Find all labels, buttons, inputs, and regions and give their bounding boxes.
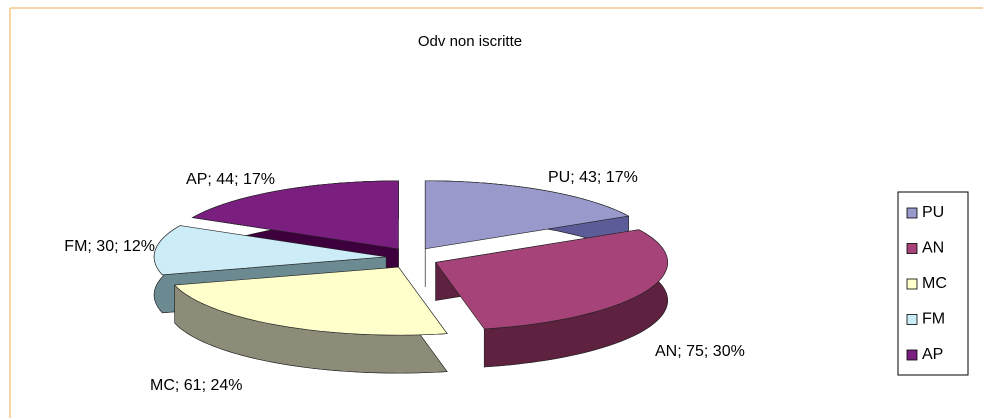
legend-label: MC <box>922 275 947 292</box>
data-label: FM; 30; 12% <box>64 238 155 255</box>
slice <box>174 266 448 336</box>
data-label: MC; 61; 24% <box>150 377 242 394</box>
legend-swatch <box>906 349 918 361</box>
legend-swatch <box>906 243 918 254</box>
legend-label: PU <box>922 204 944 221</box>
chart-title: Odv non iscritte <box>418 33 522 50</box>
data-label: AN; 75; 30% <box>655 343 745 360</box>
legend-label: FM <box>922 311 945 328</box>
slice <box>424 180 630 250</box>
legend-label: AP <box>922 346 943 363</box>
legend-label: AN <box>922 240 944 257</box>
data-label: PU; 43; 17% <box>548 169 638 186</box>
legend-swatch <box>906 207 918 219</box>
slice <box>191 180 399 250</box>
slice <box>435 229 668 330</box>
slice <box>153 225 387 276</box>
legend-swatch <box>906 314 918 325</box>
legend-swatch <box>906 278 918 290</box>
data-label: AP; 44; 17% <box>186 171 275 188</box>
